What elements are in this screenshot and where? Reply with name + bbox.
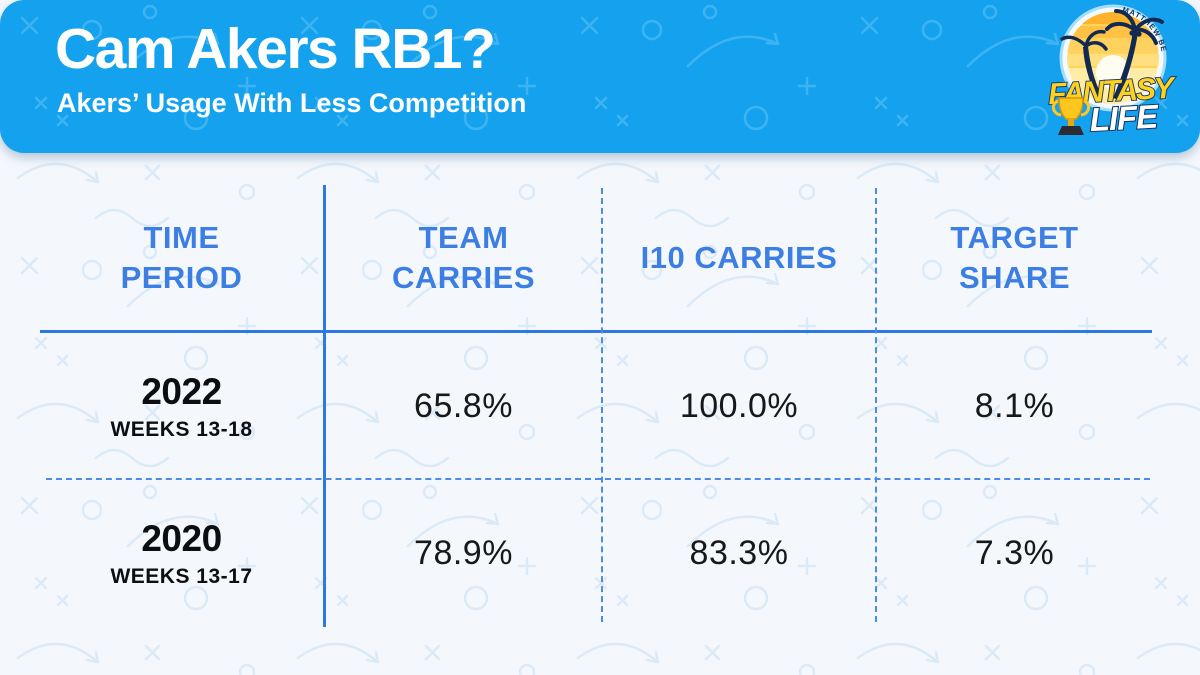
trophy-icon	[1052, 97, 1090, 135]
logo-wordmark: FANTASY LIFE	[1047, 71, 1179, 139]
page-title: Cam Akers RB1?	[55, 17, 496, 81]
row-2020-i10-carries-value: 83.3%	[689, 534, 789, 572]
header-cell-i10-carries: I10 CARRIES	[603, 185, 875, 330]
header-line: PERIOD	[120, 259, 243, 295]
row-2020-i10-carries-cell: 83.3%	[603, 480, 875, 627]
header-underline-rule	[40, 330, 1152, 333]
row-2020-period-cell: 2020 WEEKS 13-17	[40, 480, 323, 627]
header-line: SHARE	[958, 259, 1070, 295]
row-2020-team-carries-cell: 78.9%	[326, 480, 601, 627]
header-cell-time-period: TIME PERIOD	[40, 185, 323, 330]
row-2020-team-carries-value: 78.9%	[414, 534, 513, 572]
row-2020-target-share-value: 7.3%	[974, 534, 1055, 572]
logo-word-life: LIFE	[1089, 98, 1160, 139]
row-2022-team-carries-value: 65.8%	[414, 387, 513, 425]
column-divider-dashed-1	[601, 188, 603, 622]
header-line: CARRIES	[391, 259, 535, 295]
row-2022-i10-carries-cell: 100.0%	[603, 333, 875, 480]
header-line: I10 CARRIES	[640, 239, 838, 275]
column-divider-dashed-2	[875, 188, 877, 622]
page-subtitle: Akers’ Usage With Less Competition	[57, 88, 527, 118]
header-cell-team-carries: TEAM CARRIES	[326, 185, 601, 330]
row-2020-weeks: WEEKS 13-17	[110, 565, 253, 588]
logo-word-fantasy: FANTASY	[1047, 72, 1177, 112]
row-2022-weeks: WEEKS 13-18	[110, 418, 253, 441]
row-2022-team-carries-cell: 65.8%	[326, 333, 601, 480]
row-2022-period-cell: 2022 WEEKS 13-18	[40, 333, 323, 480]
column-divider-solid	[323, 185, 326, 627]
row-divider-dashed	[46, 478, 1150, 480]
row-2020-year: 2020	[141, 518, 222, 559]
banner-doodle-texture	[0, 0, 1200, 153]
row-2020-target-share-cell: 7.3%	[877, 480, 1152, 627]
row-2022-i10-carries-value: 100.0%	[679, 387, 799, 425]
header-line: TIME	[143, 219, 220, 255]
header-banner: Cam Akers RB1? Akers’ Usage With Less Co…	[0, 0, 1200, 153]
header-cell-target-share: TARGET SHARE	[877, 185, 1152, 330]
row-2022-target-share-value: 8.1%	[974, 387, 1055, 425]
row-2022-year: 2022	[141, 371, 222, 412]
palm-trees-icon	[1060, 9, 1164, 100]
fantasy-life-logo: MATTHEW BERRY'S	[1036, 2, 1179, 139]
header-line: TARGET	[950, 219, 1079, 255]
row-2022-target-share-cell: 8.1%	[877, 333, 1152, 480]
header-line: TEAM	[418, 219, 509, 255]
